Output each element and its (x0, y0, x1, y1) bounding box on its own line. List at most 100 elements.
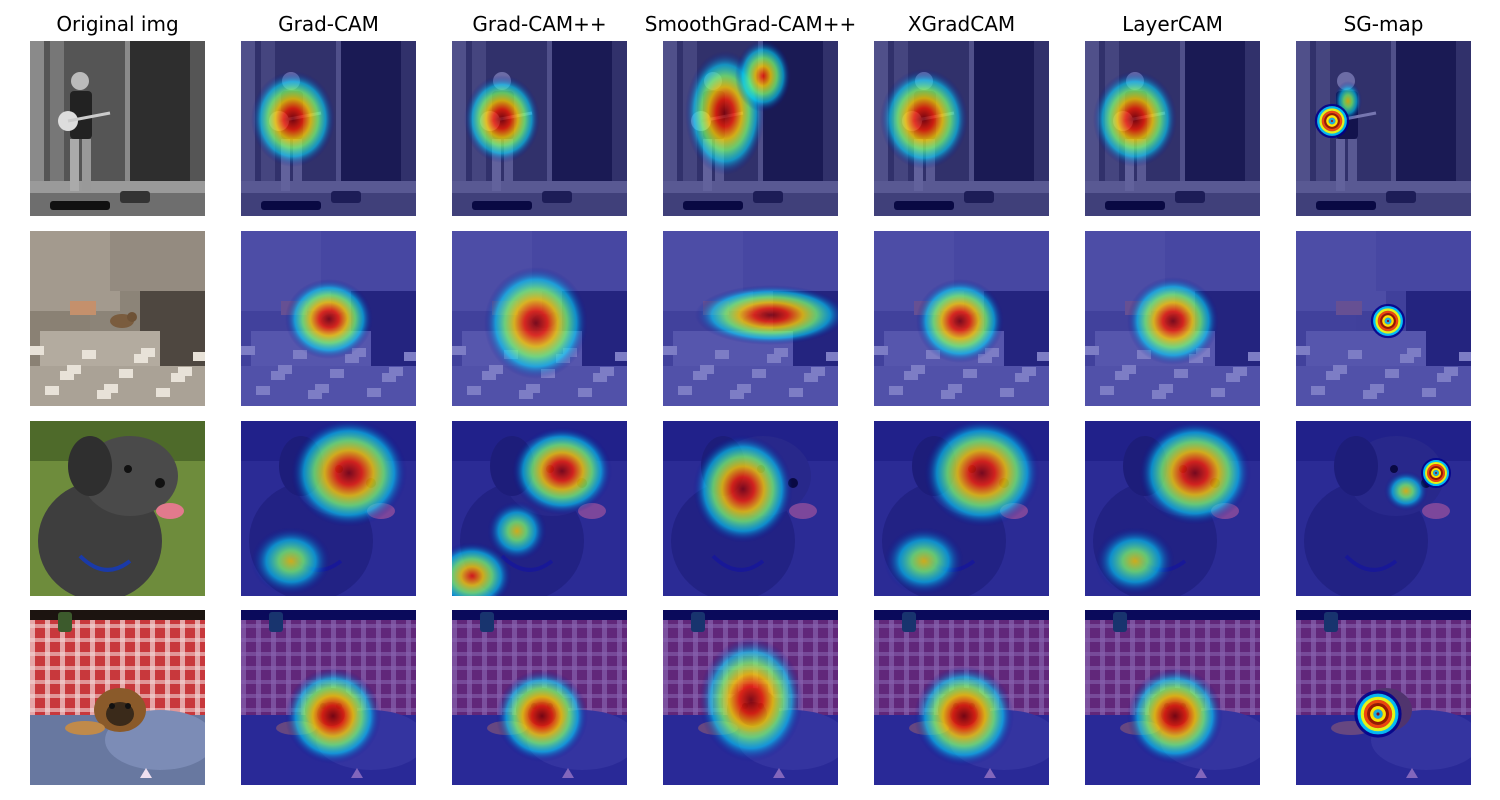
tile-terrier-smoothgradcampp (663, 421, 838, 596)
heatmap-blob (496, 670, 588, 762)
heatmap-base-tint (1296, 421, 1471, 596)
tile-puppy-table-original (30, 610, 205, 785)
saliency-map-rock-squirrel (452, 231, 627, 406)
tile-rock-squirrel-smoothgradcampp (663, 231, 838, 406)
saliency-map-musician (874, 41, 1049, 216)
tile-musician-sgmap (1296, 41, 1471, 216)
saliency-map-puppy-table (452, 610, 627, 785)
tile-terrier-gradcampp (452, 421, 627, 596)
heatmap-blob (452, 542, 512, 596)
heatmap-blob (695, 285, 838, 345)
saliency-map-terrier (1296, 421, 1471, 596)
tile-rock-squirrel-original (30, 231, 205, 406)
tile-rock-squirrel-gradcampp (452, 231, 627, 406)
heatmap-blob (464, 75, 540, 163)
tile-rock-squirrel-sgmap (1296, 231, 1471, 406)
saliency-map-puppy-table (241, 610, 416, 785)
squirrel-photo (1296, 231, 1471, 406)
dog-photo (30, 421, 205, 596)
tile-puppy-table-smoothgradcampp (663, 610, 838, 785)
heatmap-blob (1095, 527, 1175, 595)
saliency-map-puppy-table (1296, 610, 1471, 785)
heatmap-blob (291, 421, 407, 527)
heatmap-blob (487, 501, 547, 561)
puppy-photo (30, 610, 205, 785)
heatmap-blob (285, 668, 381, 764)
tile-rock-squirrel-gradcam (241, 231, 416, 406)
saliency-map-rock-squirrel (241, 231, 416, 406)
tile-musician-gradcampp (452, 41, 627, 216)
original-image-musician (30, 41, 205, 216)
heatmap-blob (924, 421, 1040, 527)
saliency-map-rock-squirrel (1296, 231, 1471, 406)
original-image-puppy-table (30, 610, 205, 785)
heatmap-blob (914, 666, 1014, 766)
tile-musician-smoothgradcampp (663, 41, 838, 216)
saliency-map-rock-squirrel (1085, 231, 1260, 406)
heatmap-blob (735, 41, 791, 112)
heatmap-blob (1384, 471, 1428, 511)
squirrel-photo (30, 231, 205, 406)
tile-terrier-sgmap (1296, 421, 1471, 596)
saliency-map-musician (663, 41, 838, 216)
heatmap-blob (916, 279, 1004, 363)
saliency-map-musician (241, 41, 416, 216)
tile-terrier-original (30, 421, 205, 596)
tile-puppy-table-xgradcam (874, 610, 1049, 785)
heatmap-blob (484, 267, 588, 379)
tile-puppy-table-gradcampp (452, 610, 627, 785)
column-title-sgmap: SG-map (1343, 12, 1424, 36)
column-title-smoothgradcampp: SmoothGrad-CAM++ (644, 12, 857, 36)
sg-ring-pattern (1370, 303, 1406, 339)
column-title-layercam: LayerCAM (1122, 12, 1223, 36)
tile-musician-gradcam (241, 41, 416, 216)
column-title-gradcam: Grad-CAM (278, 12, 379, 36)
column-title-gradcampp: Grad-CAM++ (472, 12, 607, 36)
sg-ring-pattern (1354, 690, 1402, 738)
saliency-map-musician (452, 41, 627, 216)
tile-puppy-table-gradcam (241, 610, 416, 785)
saliency-map-puppy-table (874, 610, 1049, 785)
heatmap-blob (880, 69, 968, 169)
tile-terrier-gradcam (241, 421, 416, 596)
saliency-map-terrier (874, 421, 1049, 596)
squirrel-photo (241, 231, 416, 406)
tile-musician-xgradcam (874, 41, 1049, 216)
heatmap-blob (1127, 668, 1223, 764)
tile-terrier-layercam (1085, 421, 1260, 596)
heatmap-blob (251, 527, 331, 595)
tile-musician-original (30, 41, 205, 216)
saliency-map-rock-squirrel (874, 231, 1049, 406)
column-title-original: Original img (56, 12, 179, 36)
tile-musician-layercam (1085, 41, 1260, 216)
saliency-map-terrier (1085, 421, 1260, 596)
saliency-map-musician (1085, 41, 1260, 216)
heatmap-blob (1093, 71, 1177, 167)
saliency-map-puppy-table (663, 610, 838, 785)
saliency-map-puppy-table (1085, 610, 1260, 785)
heatmap-blob (884, 527, 964, 595)
original-image-terrier (30, 421, 205, 596)
column-title-xgradcam: XGradCAM (907, 12, 1016, 36)
sg-ring-pattern (1421, 458, 1451, 488)
tile-terrier-xgradcam (874, 421, 1049, 596)
heatmap-blob (699, 638, 803, 762)
squirrel-photo (874, 231, 1049, 406)
saliency-map-rock-squirrel (663, 231, 838, 406)
heatmap-blob (1139, 421, 1251, 525)
heatmap-blob (251, 71, 335, 167)
tile-rock-squirrel-xgradcam (874, 231, 1049, 406)
saliency-map-musician (1296, 41, 1471, 216)
heatmap-blob (693, 435, 793, 543)
sg-ring-pattern (1314, 103, 1350, 139)
heatmap-blob (1127, 277, 1219, 365)
tile-rock-squirrel-layercam (1085, 231, 1260, 406)
tile-puppy-table-layercam (1085, 610, 1260, 785)
banjo-player-photo (30, 41, 205, 216)
heatmap-blob (512, 427, 612, 515)
saliency-map-terrier (663, 421, 838, 596)
saliency-map-terrier (452, 421, 627, 596)
saliency-map-terrier (241, 421, 416, 596)
tile-puppy-table-sgmap (1296, 610, 1471, 785)
